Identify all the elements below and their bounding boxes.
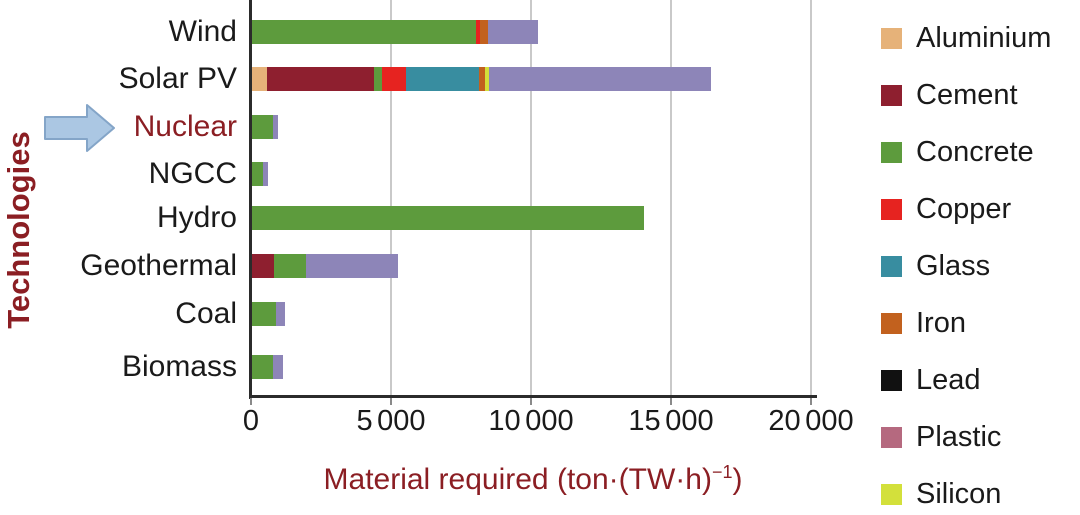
- tickmark-15000: [670, 398, 672, 405]
- legend-item-lead: Lead: [881, 352, 1051, 409]
- gridline-15000: [670, 0, 672, 396]
- bar-segment-steel-ngcc: [263, 162, 268, 186]
- bar-segment-silicon-solar-pv: [484, 67, 489, 91]
- bar-segment-concrete-nuclear: [252, 115, 274, 139]
- category-label-wind: Wind: [168, 15, 237, 48]
- bar-segment-concrete-wind: [252, 20, 476, 44]
- legend-swatch-lead: [881, 370, 902, 391]
- legend-item-aluminium: Aluminium: [881, 10, 1051, 67]
- x-tick-label-0: 0: [242, 405, 260, 437]
- legend-swatch-iron: [881, 313, 902, 334]
- bar-segment-copper-solar-pv: [382, 67, 406, 91]
- tickmark-5000: [390, 398, 392, 405]
- bar-segment-cement-geothermal: [252, 254, 275, 278]
- tickmark-20000: [810, 398, 812, 405]
- bar-segment-steel-nuclear: [273, 115, 278, 139]
- bar-row-solar-pv: [252, 67, 712, 91]
- legend-swatch-glass: [881, 256, 902, 277]
- category-label-hydro: Hydro: [156, 201, 237, 234]
- x-tick-label-15000: 15 000: [628, 405, 714, 437]
- bar-segment-copper-wind: [476, 20, 480, 44]
- gridline-5000: [390, 0, 392, 396]
- bar-segment-iron-wind: [479, 20, 488, 44]
- legend-swatch-cement: [881, 85, 902, 106]
- legend-label-glass: Glass: [916, 250, 991, 282]
- bar-segment-steel-coal: [276, 302, 286, 326]
- bar-row-coal: [252, 302, 286, 326]
- tickmark-10000: [530, 398, 532, 405]
- bar-segment-concrete-hydro: [252, 206, 644, 230]
- x-axis-title: Material required (ton·(TW·h)−1): [251, 462, 815, 497]
- bar-row-ngcc: [252, 162, 268, 186]
- legend-item-glass: Glass: [881, 238, 1051, 295]
- bar-segment-glass-solar-pv: [405, 67, 479, 91]
- x-tick-label-5000: 5 000: [356, 405, 426, 437]
- bar-segment-concrete-geothermal: [274, 254, 307, 278]
- x-tick-label-20000: 20 000: [768, 405, 854, 437]
- x-axis-title-exponent: −1: [711, 462, 733, 482]
- bar-segment-concrete-ngcc: [252, 162, 264, 186]
- legend-label-concrete: Concrete: [916, 136, 1034, 168]
- gridline-20000: [810, 0, 812, 396]
- legend-label-plastic: Plastic: [916, 421, 1002, 453]
- category-label-nuclear: Nuclear: [133, 110, 237, 143]
- category-label-biomass: Biomass: [121, 350, 237, 383]
- legend-label-silicon: Silicon: [916, 478, 1002, 510]
- bar-segment-steel-biomass: [273, 355, 283, 379]
- bar-row-nuclear: [252, 115, 278, 139]
- legend-swatch-aluminium: [881, 28, 902, 49]
- legend-item-copper: Copper: [881, 181, 1051, 238]
- legend-label-cement: Cement: [916, 79, 1018, 111]
- bar-segment-aluminium-solar-pv: [252, 67, 268, 91]
- bar-segment-steel-geothermal: [306, 254, 399, 278]
- bar-segment-cement-solar-pv: [267, 67, 374, 91]
- legend-item-iron: Iron: [881, 295, 1051, 352]
- tickmark-0: [250, 398, 252, 405]
- legend-swatch-silicon: [881, 484, 902, 505]
- x-axis-title-close: ): [732, 463, 743, 496]
- legend-label-iron: Iron: [916, 307, 966, 339]
- legend-item-plastic: Plastic: [881, 409, 1051, 466]
- y-axis-line: [249, 0, 252, 399]
- legend-label-aluminium: Aluminium: [916, 22, 1052, 54]
- bar-segment-steel-solar-pv: [488, 67, 712, 91]
- legend-swatch-plastic: [881, 427, 902, 448]
- legend-item-concrete: Concrete: [881, 124, 1051, 181]
- category-label-solar-pv: Solar PV: [118, 62, 237, 95]
- bar-row-wind: [252, 20, 539, 44]
- x-axis-title-main: Material required (ton·(TW·h): [323, 463, 712, 496]
- legend-swatch-copper: [881, 199, 902, 220]
- bar-segment-iron-solar-pv: [478, 67, 485, 91]
- nuclear-highlight-arrow-icon: [44, 104, 115, 152]
- legend-item-cement: Cement: [881, 67, 1051, 124]
- category-label-coal: Coal: [175, 297, 237, 330]
- bar-segment-concrete-biomass: [252, 355, 274, 379]
- legend: Aluminium Cement Concrete Copper Glass Iron Le…: [881, 10, 1051, 515]
- category-label-ngcc: NGCC: [148, 157, 237, 190]
- legend-swatch-concrete: [881, 142, 902, 163]
- bar-row-geothermal: [252, 254, 399, 278]
- gridline-10000: [530, 0, 532, 396]
- bar-segment-steel-wind: [487, 20, 539, 44]
- legend-item-silicon: Silicon: [881, 466, 1051, 515]
- x-tick-label-10000: 10 000: [488, 405, 574, 437]
- legend-label-lead: Lead: [916, 364, 981, 396]
- bar-row-hydro: [252, 206, 644, 230]
- category-label-geothermal: Geothermal: [80, 249, 237, 282]
- bar-row-biomass: [252, 355, 283, 379]
- bar-segment-concrete-coal: [252, 302, 277, 326]
- legend-label-copper: Copper: [916, 193, 1012, 225]
- bar-segment-concrete-solar-pv: [373, 67, 383, 91]
- x-axis-line: [249, 395, 817, 398]
